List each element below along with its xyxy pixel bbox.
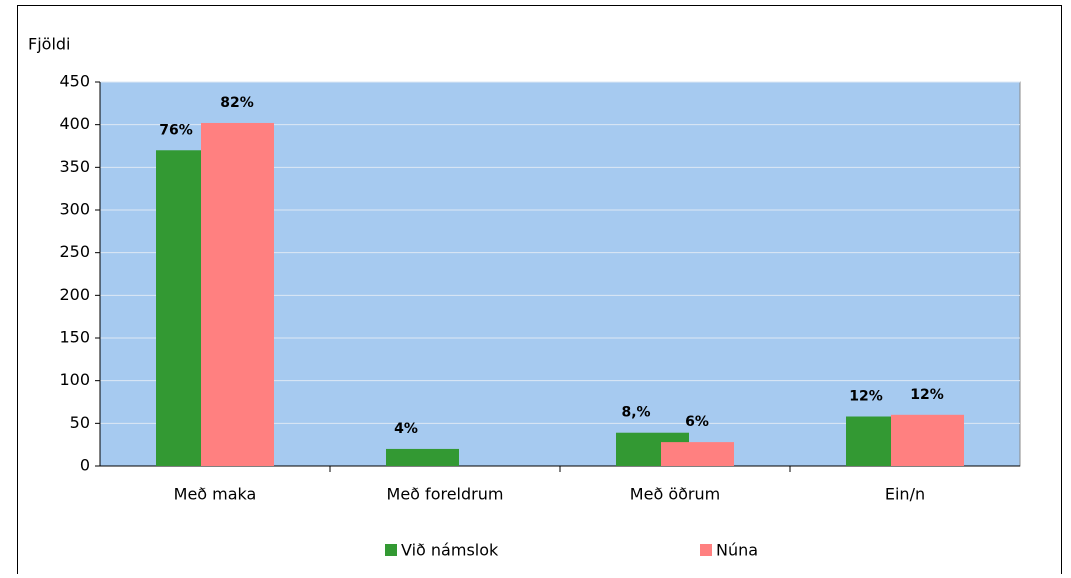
bar-label: 12%	[849, 389, 883, 405]
y-tick-label: 0	[80, 456, 90, 475]
y-tick-label: 250	[59, 242, 90, 261]
bar-label: 6%	[685, 414, 709, 430]
bar-label: 76%	[159, 122, 193, 138]
bar	[891, 414, 964, 466]
bar-label: 82%	[220, 95, 254, 111]
y-axis-title: Fjöldi	[28, 35, 70, 54]
x-tick-label: Með öðrum	[630, 485, 720, 504]
bar	[201, 122, 274, 467]
y-tick-label: 200	[59, 285, 90, 304]
legend-label: Núna	[716, 541, 758, 560]
x-tick-label: Með maka	[174, 485, 257, 504]
bar-label: 4%	[394, 421, 418, 437]
x-tick-label: Með foreldrum	[387, 485, 504, 504]
legend-swatch	[385, 544, 397, 556]
y-tick-label: 100	[59, 370, 90, 389]
y-tick-label: 300	[59, 200, 90, 219]
y-tick-label: 350	[59, 157, 90, 176]
y-tick-label: 150	[59, 328, 90, 347]
x-tick-label: Ein/n	[885, 485, 925, 504]
legend-swatch	[700, 544, 712, 556]
y-tick-label: 50	[70, 413, 90, 432]
bar-label: 12%	[910, 387, 944, 403]
y-tick-label: 450	[59, 72, 90, 91]
y-tick-label: 400	[59, 114, 90, 133]
bar	[386, 448, 459, 466]
bar-label: 8,%	[621, 405, 650, 421]
legend-label: Við námslok	[401, 541, 499, 560]
bar	[661, 442, 734, 466]
